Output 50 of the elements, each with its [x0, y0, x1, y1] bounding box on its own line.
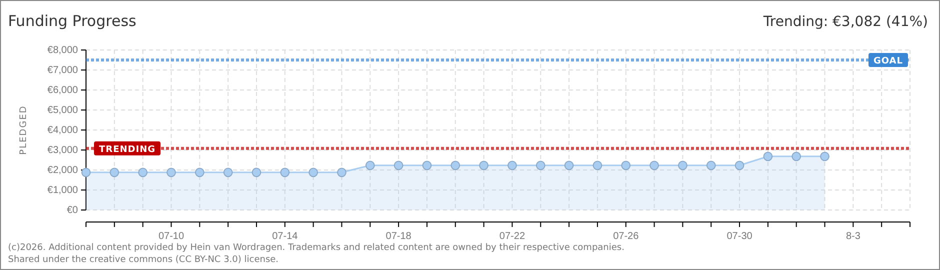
- y-tick-label: €1,000: [47, 185, 78, 196]
- point: [621, 160, 631, 170]
- point: [365, 160, 375, 170]
- point: [734, 160, 744, 170]
- point: [308, 168, 318, 178]
- point: [508, 160, 517, 170]
- point: [650, 160, 659, 170]
- text: Shared under the creative commons (CC BY-NC 3.0) license.: [8, 255, 279, 265]
- point: [280, 168, 290, 178]
- y-tick-label: €7,000: [47, 65, 78, 76]
- x-tick-label: 07-26: [613, 231, 640, 242]
- x-tick-label: 8-3: [846, 231, 861, 242]
- y-axis-title: PLEDGED: [19, 105, 29, 155]
- x-tick-label: 07-30: [726, 231, 753, 242]
- ref-line-label: GOAL: [874, 56, 903, 66]
- point: [450, 160, 460, 170]
- point: [252, 168, 262, 178]
- x-tick-label: 07-18: [386, 231, 412, 242]
- point: [479, 160, 488, 170]
- text: (c)2026. Additional content provided by Hein van Wordragen. Trademarks and related content are owned by their respective companies.: [8, 243, 624, 253]
- y-tick-label: €8,000: [47, 45, 78, 56]
- y-tick-label: €4,000: [47, 125, 78, 136]
- y-tick-label: €0: [66, 205, 78, 216]
- chart-title: Funding Progress: [8, 12, 137, 30]
- point: [337, 168, 346, 178]
- y-tick-label: €6,000: [47, 85, 78, 96]
- point: [110, 168, 120, 178]
- point: [394, 160, 404, 170]
- point: [706, 160, 716, 170]
- point: [564, 160, 574, 170]
- point: [536, 160, 546, 170]
- point: [820, 152, 830, 162]
- point: [166, 168, 176, 178]
- point: [763, 152, 773, 162]
- x-tick-label: 07-10: [158, 231, 184, 242]
- point: [678, 160, 688, 170]
- text: Trending: €3,082 (41%): [762, 14, 928, 30]
- point: [792, 152, 802, 162]
- point: [138, 168, 148, 178]
- y-tick-label: €2,000: [47, 165, 78, 176]
- point: [223, 168, 233, 178]
- y-tick-label: €3,000: [47, 145, 78, 156]
- point: [592, 160, 602, 170]
- y-tick-label: €5,000: [47, 105, 78, 116]
- point: [422, 160, 432, 170]
- point: [194, 168, 204, 178]
- ref-line-label: TRENDING: [99, 144, 156, 155]
- x-tick-label: 07-14: [272, 231, 298, 242]
- point: [81, 168, 91, 178]
- x-tick-label: 07-22: [499, 231, 526, 242]
